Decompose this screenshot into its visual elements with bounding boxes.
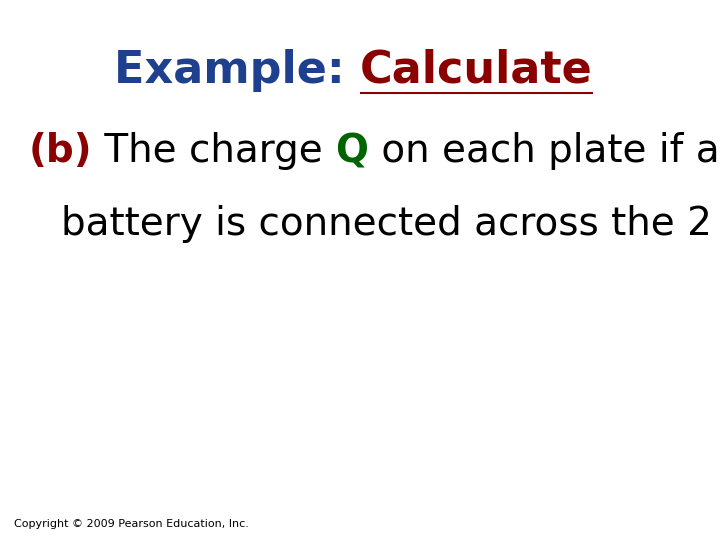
Text: battery is connected across the 2 plates.: battery is connected across the 2 plates… bbox=[61, 205, 720, 243]
Text: (b): (b) bbox=[29, 132, 92, 170]
Text: Calculate: Calculate bbox=[360, 49, 593, 92]
Text: Q: Q bbox=[336, 132, 369, 170]
Text: Example:: Example: bbox=[114, 49, 360, 92]
Text: The charge: The charge bbox=[92, 132, 336, 170]
Text: Copyright © 2009 Pearson Education, Inc.: Copyright © 2009 Pearson Education, Inc. bbox=[14, 519, 249, 529]
Text: on each plate if a: on each plate if a bbox=[369, 132, 720, 170]
